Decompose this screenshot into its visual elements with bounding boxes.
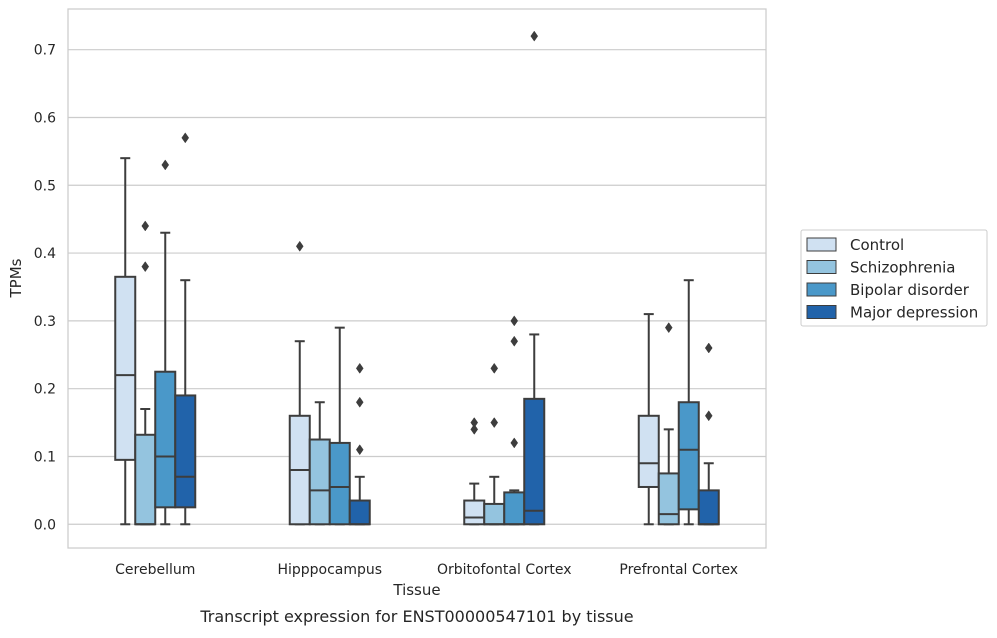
box-group	[463, 417, 486, 526]
legend-swatch	[806, 237, 837, 252]
box	[154, 370, 177, 509]
box	[308, 438, 331, 526]
outlier-point	[530, 30, 539, 42]
y-tick-label: 0.1	[34, 449, 56, 465]
outlier-point	[141, 220, 150, 232]
y-tick-label: 0.4	[34, 246, 56, 262]
box	[174, 394, 197, 509]
box	[503, 491, 526, 526]
box-group	[677, 279, 700, 526]
outlier-point	[510, 437, 519, 449]
outlier-point	[355, 396, 364, 408]
outlier-point	[704, 342, 713, 354]
box-group	[308, 401, 331, 526]
box-group	[288, 240, 311, 526]
box	[697, 489, 720, 526]
outlier-point	[510, 335, 519, 347]
box	[677, 401, 700, 511]
outlier-point	[295, 240, 304, 252]
box	[637, 414, 660, 488]
x-tick-label: Hipppocampus	[277, 562, 382, 578]
x-tick-labels: Cerebellum Hipppocampus Orbitofontal Corte…	[115, 562, 738, 578]
box-group	[348, 362, 371, 526]
y-axis-label: TPMs	[7, 258, 25, 298]
box-group	[154, 159, 177, 526]
outlier-point	[664, 322, 673, 334]
legend-label: Major depression	[850, 304, 978, 322]
box-layer	[114, 30, 720, 526]
outlier-point	[490, 362, 499, 374]
box	[114, 275, 137, 461]
outlier-point	[161, 159, 170, 171]
legend-label: Bipolar disorder	[850, 281, 970, 299]
legend-frame	[800, 229, 988, 327]
legend-label: Control	[850, 236, 904, 254]
box-group	[328, 326, 351, 526]
box	[523, 397, 546, 526]
legend: Control Schizophrenia Bipolar disorder Majo…	[800, 229, 988, 327]
x-axis-label: Tissue	[392, 581, 440, 599]
box-group	[523, 30, 546, 526]
y-tick-label: 0.3	[34, 314, 56, 330]
x-tick-label: Prefrontal Cortex	[619, 562, 738, 578]
outlier-point	[704, 410, 713, 422]
box-group	[637, 313, 660, 526]
outlier-point	[355, 444, 364, 456]
outlier-point	[470, 423, 479, 435]
outlier-point	[181, 132, 190, 144]
figure-caption: Transcript expression for ENST0000054710…	[199, 607, 633, 626]
outlier-point	[510, 315, 519, 327]
y-tick-labels: 0.0 0.1 0.2 0.3 0.4 0.5 0.6 0.7	[34, 43, 56, 534]
legend-swatch	[806, 282, 837, 297]
box-group	[657, 322, 680, 526]
box	[348, 499, 371, 526]
y-tick-label: 0.0	[34, 517, 56, 533]
box	[328, 441, 351, 526]
x-tick-label: Orbitofontal Cortex	[437, 562, 572, 578]
y-tick-label: 0.2	[34, 382, 56, 398]
legend-swatch	[806, 260, 837, 274]
box	[657, 472, 680, 526]
y-tick-label: 0.6	[34, 110, 56, 126]
legend-label: Schizophrenia	[850, 259, 955, 277]
y-tick-label: 0.5	[34, 178, 56, 194]
box-group	[483, 362, 506, 526]
plot-frame	[67, 8, 767, 549]
box-group	[503, 315, 526, 526]
box-group	[174, 132, 197, 526]
box-group	[114, 157, 137, 526]
outlier-point	[470, 417, 479, 429]
x-tick-label: Cerebellum	[115, 562, 195, 578]
y-tick-label: 0.7	[34, 43, 56, 59]
box	[463, 499, 486, 526]
legend-swatch	[806, 305, 837, 319]
box-group	[697, 342, 720, 526]
outlier-point	[355, 362, 364, 374]
box-group	[134, 220, 157, 526]
box	[134, 433, 157, 526]
outlier-point	[141, 261, 150, 273]
box	[483, 502, 506, 526]
outlier-point	[490, 417, 499, 429]
